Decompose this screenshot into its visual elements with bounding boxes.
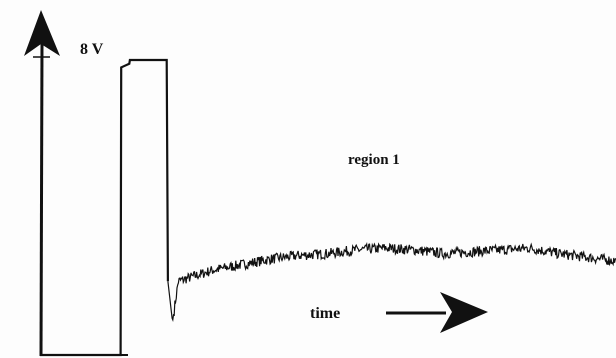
annotation-region-1: region 1 <box>348 152 400 168</box>
y-axis-arrowhead <box>24 10 60 56</box>
pulse-line <box>40 58 169 357</box>
y-axis <box>39 43 44 357</box>
series-trace <box>40 58 616 357</box>
time-arrowhead <box>440 292 488 333</box>
noisy-signal-line <box>167 241 616 322</box>
x-axis-label: time <box>310 305 340 322</box>
y-top-label: 8 V <box>80 41 104 58</box>
